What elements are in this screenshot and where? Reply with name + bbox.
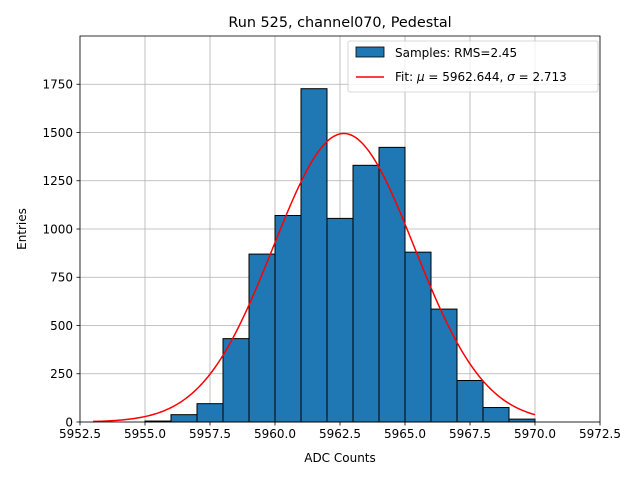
x-tick-label: 5972.5 bbox=[579, 427, 621, 441]
legend-mu-symbol: μ bbox=[416, 70, 425, 84]
legend-mu-value: = 5962.644, bbox=[425, 70, 508, 84]
y-axis-label: Entries bbox=[15, 208, 29, 250]
chart-title: Run 525, channel070, Pedestal bbox=[228, 15, 451, 31]
legend: Samples: RMS=2.45 Fit: μ = 5962.644, σ =… bbox=[347, 40, 599, 93]
histogram-bar bbox=[196, 403, 224, 423]
x-axis-label: ADC Counts bbox=[304, 451, 376, 465]
histogram-bar bbox=[326, 217, 354, 423]
y-tick-label: 750 bbox=[50, 271, 73, 285]
x-tick-label: 5955.0 bbox=[124, 427, 166, 441]
x-tick-label: 5970.0 bbox=[514, 427, 556, 441]
legend-sigma-symbol: σ bbox=[507, 70, 515, 84]
y-tick-label: 500 bbox=[50, 319, 73, 333]
legend-samples-patch bbox=[355, 46, 385, 58]
y-axis-ticks: 0 250 500 750 1000 1250 1500 1750 bbox=[42, 78, 80, 429]
legend-fit-prefix: Fit: bbox=[395, 70, 417, 84]
y-tick-label: 1250 bbox=[42, 174, 73, 188]
legend-sigma-value: = 2.713 bbox=[515, 70, 567, 84]
histogram-bar bbox=[508, 418, 536, 423]
histogram-bar bbox=[248, 253, 276, 423]
histogram-bar bbox=[170, 414, 198, 423]
y-tick-label: 0 bbox=[65, 415, 73, 429]
histogram-bar bbox=[378, 146, 406, 423]
histogram-bar bbox=[222, 338, 250, 423]
y-tick-label: 1750 bbox=[42, 78, 73, 92]
histogram-bar bbox=[274, 214, 302, 423]
histogram-bar bbox=[430, 308, 458, 423]
histogram-bar bbox=[404, 251, 432, 423]
y-tick-label: 1000 bbox=[42, 222, 73, 236]
x-tick-label: 5962.5 bbox=[319, 427, 361, 441]
x-axis-ticks: 5952.5 5955.0 5957.5 5960.0 5962.5 5965.0 5967… bbox=[59, 422, 621, 441]
histogram-bar bbox=[456, 380, 484, 423]
x-tick-label: 5960.0 bbox=[254, 427, 296, 441]
x-tick-label: 5965.0 bbox=[384, 427, 426, 441]
x-tick-label: 5957.5 bbox=[189, 427, 231, 441]
x-tick-label: 5952.5 bbox=[59, 427, 101, 441]
histogram-bar bbox=[300, 88, 328, 423]
fit-curve bbox=[92, 132, 536, 423]
histogram-bar bbox=[482, 407, 510, 423]
y-tick-label: 250 bbox=[50, 367, 73, 381]
y-tick-label: 1500 bbox=[42, 126, 73, 140]
x-tick-label: 5967.5 bbox=[449, 427, 491, 441]
legend-samples-label: Samples: RMS=2.45 bbox=[395, 46, 517, 60]
legend-fit-label: Fit: μ = 5962.644, σ = 2.713 bbox=[395, 70, 567, 84]
histogram-bar bbox=[352, 164, 380, 423]
legend-box bbox=[347, 40, 599, 93]
